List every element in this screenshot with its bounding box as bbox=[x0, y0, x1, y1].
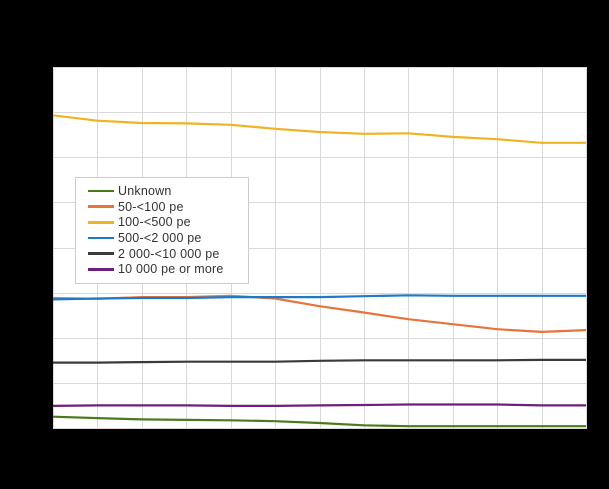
legend-label: 2 000-<10 000 pe bbox=[118, 246, 220, 261]
legend-swatch-line-icon bbox=[88, 267, 114, 271]
series-line-unknown bbox=[53, 415, 586, 428]
series-line-50-100-pe bbox=[53, 294, 587, 333]
series-line-500-2-000-pe bbox=[53, 294, 586, 301]
legend-item: 10 000 pe or more bbox=[88, 261, 236, 277]
legend-swatch-line-icon bbox=[88, 236, 114, 240]
legend-label: 10 000 pe or more bbox=[118, 262, 224, 277]
legend-label: 500-<2 000 pe bbox=[118, 230, 202, 245]
line-chart bbox=[53, 67, 587, 429]
legend-swatch-line-icon bbox=[88, 252, 114, 255]
legend-item: 2 000-<10 000 pe bbox=[88, 246, 236, 262]
legend-swatch-line-icon bbox=[88, 220, 114, 224]
legend-item: 500-<2 000 pe bbox=[88, 230, 236, 246]
legend-item: Unknown bbox=[88, 183, 236, 199]
legend-label: 100-<500 pe bbox=[118, 215, 191, 230]
series-line-100-500-pe bbox=[53, 114, 586, 144]
legend-item: 50-<100 pe bbox=[88, 199, 236, 215]
legend-item: 100-<500 pe bbox=[88, 214, 236, 230]
series-line-10-000-pe-or-more bbox=[53, 403, 586, 407]
legend-swatch-line-icon bbox=[88, 189, 114, 193]
plot-area: Unknown 50-<100 pe 100-<500 pe 500-<2 000 p… bbox=[53, 67, 587, 429]
legend: Unknown 50-<100 pe 100-<500 pe 500-<2 000 p… bbox=[75, 177, 249, 285]
legend-label: 50-<100 pe bbox=[118, 199, 184, 214]
legend-label: Unknown bbox=[118, 183, 172, 198]
legend-swatch-line-icon bbox=[88, 205, 114, 208]
series-line-2-000-10-000-pe bbox=[53, 358, 586, 364]
